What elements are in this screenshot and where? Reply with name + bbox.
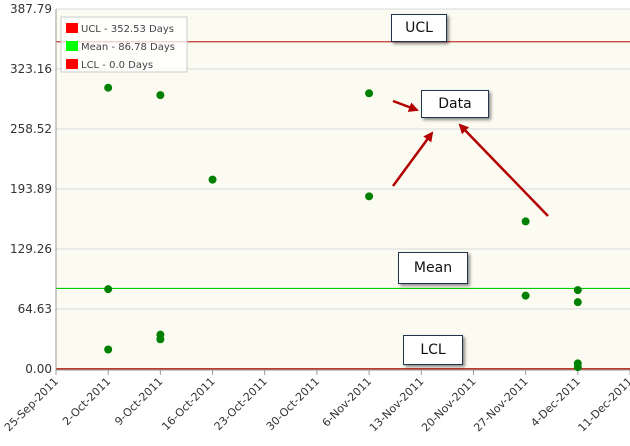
data-point	[104, 83, 113, 92]
arrow-to-data-left	[391, 131, 434, 187]
mean-callout: Mean	[398, 252, 468, 284]
legend-box	[60, 16, 188, 73]
legend-swatch-mean	[66, 41, 78, 51]
y-tick-label: 323.16	[10, 62, 52, 76]
data-point	[573, 298, 582, 307]
y-tick-label: 387.79	[10, 2, 52, 16]
data-point	[573, 363, 582, 372]
data-point	[156, 91, 165, 100]
x-tick-label: 23-Oct-2011	[212, 375, 270, 433]
y-tick-label: 258.52	[10, 122, 52, 136]
legend-label-mean: Mean - 86.78 Days	[81, 42, 175, 53]
arrow-to-data-right	[458, 123, 549, 217]
data-point	[156, 335, 165, 344]
x-tick-label: 25-Sep-2011	[2, 375, 61, 434]
legend-swatch-lcl	[66, 59, 78, 69]
legend-label-ucl: UCL - 352.53 Days	[81, 24, 174, 35]
x-tick-label: 2-Oct-2011	[60, 375, 113, 428]
x-tick-label: 11-Dec-2011	[576, 375, 630, 435]
x-tick-label: 27-Nov-2011	[471, 375, 530, 434]
legend: UCL - 352.53 Days Mean - 86.78 Days LCL …	[60, 16, 188, 73]
axes	[55, 9, 630, 371]
ucl-callout: UCL	[391, 14, 447, 42]
annotation-arrows	[391, 99, 549, 217]
lcl-callout: LCL	[403, 335, 463, 365]
arrow-to-data-top	[392, 99, 419, 112]
y-tick-label: 193.89	[10, 182, 52, 196]
legend-label-lcl: LCL - 0.0 Days	[81, 60, 153, 71]
grid-lines	[56, 8, 630, 310]
x-tick-label: 6-Nov-2011	[320, 375, 375, 430]
data-point	[521, 291, 530, 300]
x-tick-label: 13-Nov-2011	[367, 375, 426, 434]
x-tick-label: 30-Oct-2011	[264, 375, 322, 433]
y-tick-label: 64.63	[18, 302, 52, 316]
y-tick-label: 129.26	[10, 242, 52, 256]
x-tick-label: 16-Oct-2011	[159, 375, 217, 433]
x-tick-label: 4-Dec-2011	[528, 375, 583, 430]
data-point	[104, 285, 113, 294]
legend-swatch-ucl	[66, 23, 78, 33]
data-callout: Data	[421, 90, 489, 118]
data-point	[365, 192, 374, 201]
x-tick-labels: 25-Sep-20112-Oct-20119-Oct-201116-Oct-20…	[2, 370, 630, 434]
data-point	[104, 345, 113, 354]
y-tick-label: 0.00	[25, 362, 52, 376]
data-point	[208, 175, 217, 184]
x-tick-label: 20-Nov-2011	[419, 375, 478, 434]
data-point	[365, 89, 374, 98]
y-tick-labels: 0.00 64.63 129.26 193.89 258.52 323.16 387.79	[10, 2, 52, 376]
data-point	[573, 286, 582, 295]
data-point	[521, 217, 530, 226]
x-tick-label: 9-Oct-2011	[112, 375, 165, 428]
data-points	[104, 83, 582, 372]
